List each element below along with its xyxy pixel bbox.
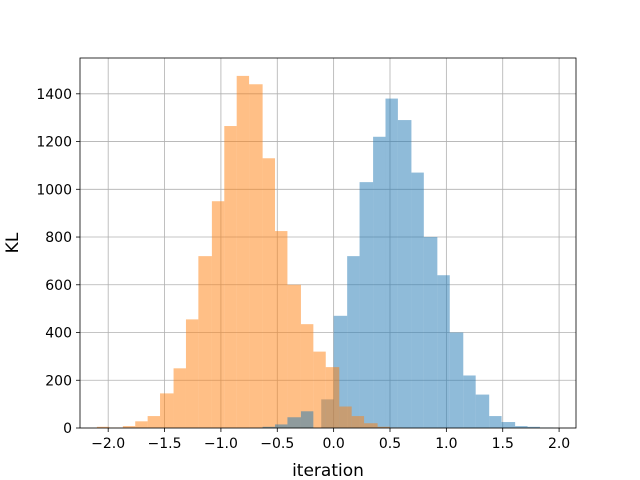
histogram-bar: [475, 394, 490, 428]
x-axis: −2.0 −1.5 −1.0 −0.5 0.0 0.5 1.0 1.5 2.0: [91, 428, 570, 452]
series-0: [321, 98, 554, 429]
histogram-bar: [501, 422, 516, 428]
histogram-bar: [397, 120, 412, 428]
histogram-bar: [300, 324, 314, 428]
y-tick-label: 400: [45, 326, 72, 342]
histogram-bar: [236, 75, 250, 428]
histogram-bar: [122, 426, 136, 428]
histogram-bar: [385, 98, 398, 429]
histogram-bar: [287, 284, 301, 428]
histogram-bar: [147, 416, 161, 428]
x-tick-label: 1.0: [435, 436, 457, 452]
x-tick-label: 0.0: [323, 436, 345, 452]
histogram-bar: [347, 256, 360, 428]
histogram-bar: [160, 393, 174, 428]
histogram-bar: [275, 231, 288, 428]
series-1: [96, 75, 403, 429]
y-tick-label: 1400: [36, 87, 72, 103]
bars: [96, 75, 554, 429]
histogram-bar: [96, 426, 110, 428]
histogram-bar: [423, 237, 438, 428]
histogram-bar: [173, 368, 186, 428]
y-axis-label: KL: [3, 232, 23, 253]
histogram-bar: [224, 126, 237, 428]
histogram-bar: [262, 426, 276, 428]
histogram-bar: [211, 201, 225, 428]
histogram-bar: [300, 411, 314, 428]
x-axis-label: iteration: [292, 461, 364, 480]
x-tick-label: −2.0: [91, 436, 125, 452]
series-2: [262, 411, 314, 428]
y-tick-label: 800: [45, 230, 72, 246]
plot-frame: [79, 57, 577, 429]
y-tick-label: 200: [45, 373, 72, 389]
histogram-bar: [377, 426, 390, 428]
x-tick-label: −1.0: [204, 436, 238, 452]
histogram-bar: [437, 275, 450, 428]
histogram-bar: [249, 84, 263, 429]
x-tick-label: 2.0: [548, 436, 570, 452]
x-tick-label: 1.5: [492, 436, 514, 452]
x-tick-label: −0.5: [260, 436, 294, 452]
y-tick-label: 0: [63, 421, 72, 437]
histogram-bar: [489, 416, 502, 428]
x-tick-label: 0.5: [379, 436, 401, 452]
histogram-bar: [135, 421, 148, 428]
y-axis: 0 200 400 600 800 1000 1200 1400: [36, 87, 80, 437]
histogram-bar: [287, 417, 301, 428]
histogram-bar: [411, 172, 424, 428]
histogram-bar: [198, 256, 212, 428]
histogram-bar: [359, 182, 374, 428]
histogram-bar: [515, 426, 528, 428]
histogram-bar: [262, 158, 276, 429]
histogram-bar: [185, 319, 199, 428]
y-tick-label: 600: [45, 278, 72, 294]
histogram-bar: [527, 426, 540, 428]
histogram-bar: [373, 136, 386, 428]
y-tick-label: 1200: [36, 135, 72, 151]
histogram-bar: [351, 416, 365, 428]
histogram-bar: [364, 423, 378, 428]
x-tick-label: −1.5: [148, 436, 182, 452]
histogram-bar: [449, 332, 464, 428]
histogram-bar: [275, 424, 288, 428]
histogram-bar: [313, 351, 326, 428]
histogram-bar: [463, 375, 476, 428]
histogram-bar: [339, 406, 352, 428]
y-tick-label: 1000: [36, 182, 72, 198]
histogram-bar: [325, 367, 340, 428]
